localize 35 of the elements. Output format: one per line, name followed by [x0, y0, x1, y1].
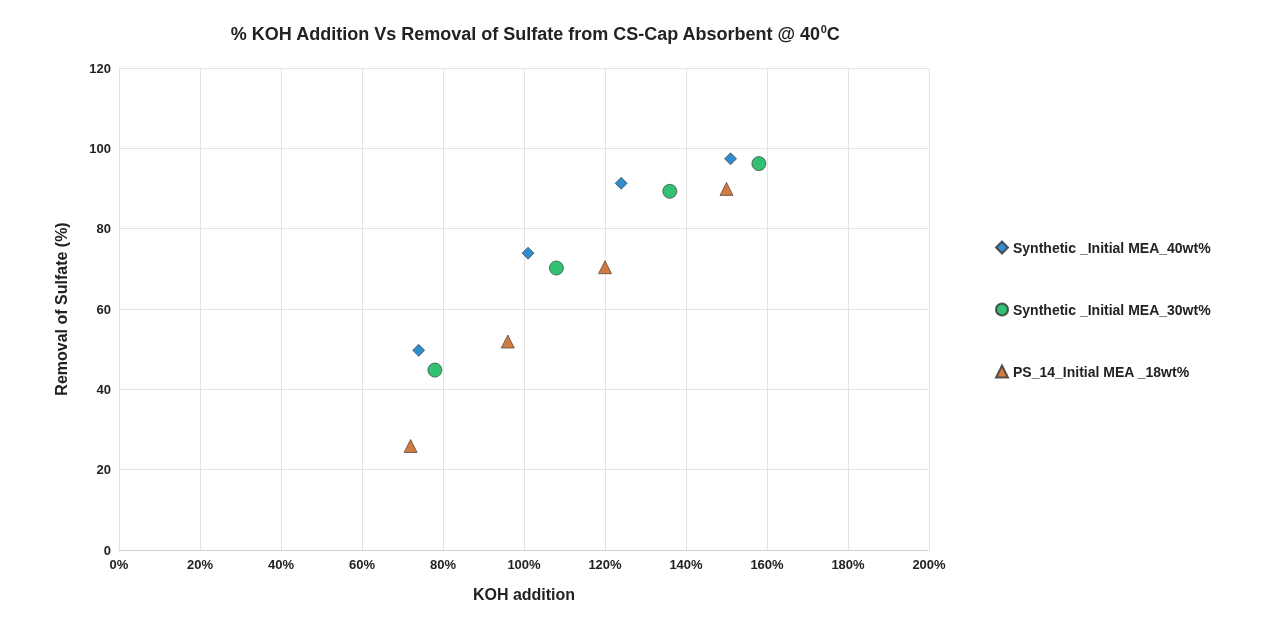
point	[724, 152, 737, 166]
point	[521, 246, 535, 260]
point	[662, 183, 678, 199]
x-tick-label: 120%	[588, 557, 623, 572]
y-tick-label: 120	[89, 60, 111, 76]
x-tick-label: 40%	[267, 557, 295, 572]
x-tick-label: 160%	[750, 557, 785, 572]
point	[598, 260, 612, 275]
y-axis-title: Removal of Sulfate (%)	[52, 222, 70, 396]
legend-label: PS_14_Initial MEA _18wt%	[1013, 363, 1190, 380]
y-tick-label: 0	[103, 542, 111, 558]
point	[719, 182, 734, 196]
legend-label: Synthetic _Initial MEA_30wt%	[1013, 301, 1212, 318]
point	[549, 260, 564, 276]
point	[751, 156, 767, 171]
x-tick-label: 100%	[507, 557, 542, 572]
y-tick-label: 60	[96, 301, 111, 317]
point	[427, 362, 443, 378]
point	[403, 439, 418, 453]
y-tick-label: 100	[89, 140, 111, 156]
y-tick-label: 20	[96, 462, 111, 478]
y-tick-label: 80	[96, 221, 111, 237]
x-tick-label: 20%	[186, 557, 214, 572]
x-tick-label: 0%	[109, 557, 129, 572]
x-axis-title: KOH addition	[472, 585, 576, 603]
point	[500, 334, 515, 349]
point	[614, 176, 628, 190]
x-tick-label: 140%	[669, 557, 704, 572]
legend-label: Synthetic _Initial MEA_40wt%	[1013, 239, 1212, 256]
x-tick-label: 200%	[912, 557, 947, 572]
point	[412, 343, 426, 357]
x-tick-label: 80%	[429, 557, 457, 572]
x-tick-label: 60%	[348, 557, 376, 572]
y-tick-label: 40	[96, 381, 111, 397]
x-tick-label: 180%	[831, 557, 866, 572]
